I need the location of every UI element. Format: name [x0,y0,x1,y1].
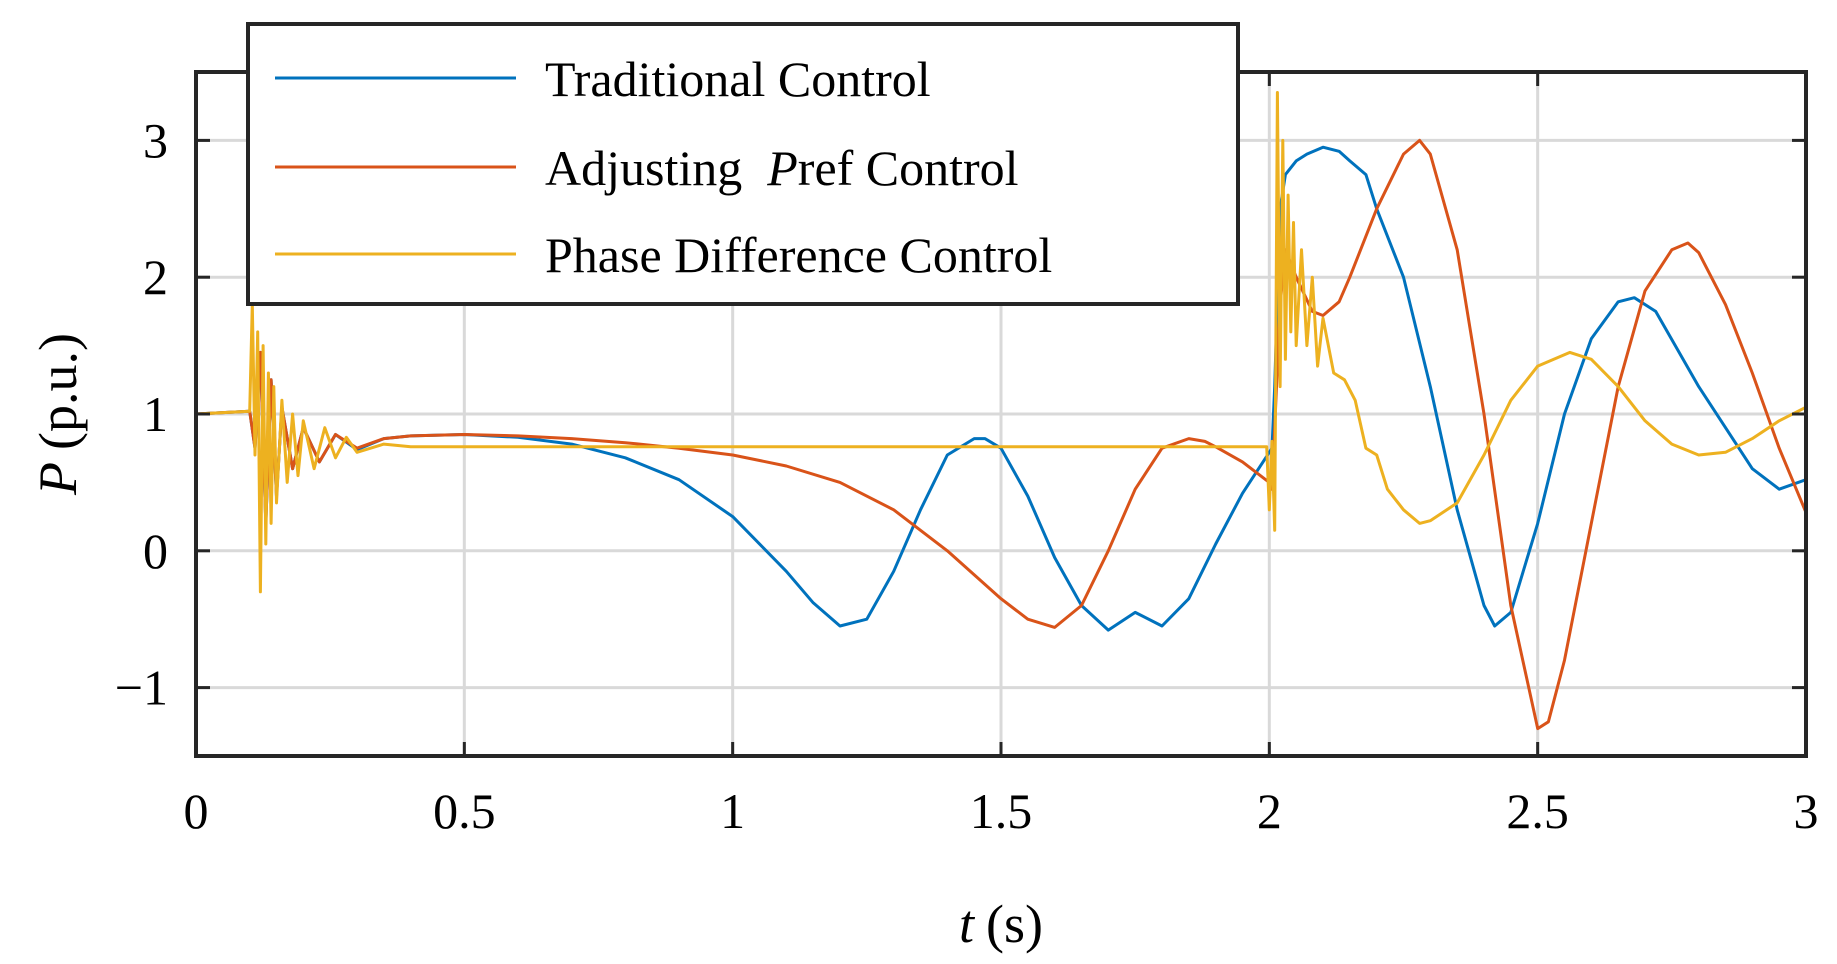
x-tick-label: 3 [1794,783,1819,839]
legend-label-adjusting-pref: Adjusting Pref Control [545,140,1019,196]
legend: Traditional Control Adjusting Pref Contr… [246,22,1240,306]
legend-label-phase-difference: Phase Difference Control [545,227,1052,283]
legend-text-adjusting-prefix: Adjusting [545,140,767,196]
series-line-phase-difference [196,91,1806,594]
x-tick-labels: 0 0.5 1 1.5 2 2.5 3 [184,783,1819,839]
y-tick-label: 0 [143,523,168,579]
y-tick-label: −1 [115,660,168,716]
x-tick-label: 1.5 [970,783,1033,839]
y-tick-label: 2 [143,249,168,305]
x-tick-label: 0 [184,783,209,839]
x-axis-label: t (s) [959,894,1043,954]
y-axis-label-unit: (p.u.) [28,333,88,450]
y-tick-label: 1 [143,386,168,442]
legend-box [246,22,1240,306]
y-tick-labels: −1 0 1 2 3 [115,112,168,715]
x-axis-label-unit: (s) [986,894,1043,954]
legend-label-traditional: Traditional Control [545,51,931,107]
y-axis-label: P (p.u.) [28,333,88,496]
legend-text-adjusting-italic: P [766,140,798,196]
legend-text-adjusting-suffix: ref Control [798,140,1019,196]
x-tick-label: 2 [1257,783,1282,839]
y-axis-label-var: P [28,462,88,496]
series-line-adjusting-pref [196,138,1806,731]
x-tick-label: 2.5 [1506,783,1569,839]
legend-text-phase-difference: Phase Difference Control [545,227,1052,283]
x-tick-label: 0.5 [433,783,496,839]
x-axis-label-var: t [959,894,976,954]
y-tick-label: 3 [143,112,168,168]
x-tick-label: 1 [720,783,745,839]
legend-text-traditional: Traditional Control [545,51,931,107]
series-lines [196,91,1806,731]
